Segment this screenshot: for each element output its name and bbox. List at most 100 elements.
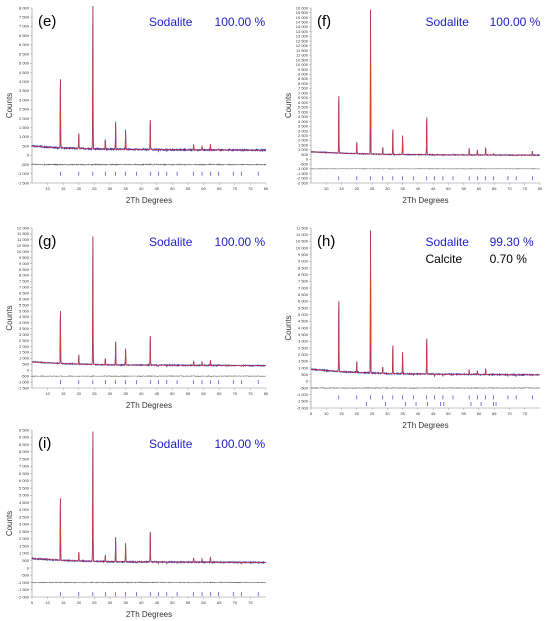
y-tick-label: 5 500 [19, 51, 30, 56]
y-tick-label: -500 [21, 162, 30, 167]
x-tick-label: 10 [45, 600, 50, 605]
phase-name: Sodalite [426, 15, 470, 29]
x-tick-label: 30 [108, 391, 113, 396]
x-tick-label: 20 [77, 600, 82, 605]
y-tick-label: 7 500 [298, 86, 309, 91]
y-tick-label: 12 500 [296, 38, 309, 43]
y-tick-label: 8 000 [298, 272, 309, 277]
y-tick-label: 0 [306, 157, 309, 162]
y-axis-label: Counts [5, 511, 14, 536]
y-tick-label: 3 000 [19, 522, 30, 527]
x-tick-label: 40 [416, 411, 421, 416]
y-tick-label: 5 000 [19, 308, 30, 313]
observed-series [31, 236, 267, 368]
y-tick-label: 14 500 [296, 19, 309, 24]
y-tick-label: 3 000 [19, 97, 30, 102]
phase-name: Sodalite [149, 235, 193, 249]
x-tick-label: 55 [186, 186, 191, 191]
y-tick-label: 11 000 [296, 53, 309, 58]
y-tick-label: 7 500 [19, 456, 30, 461]
y-tick-label: 9 500 [298, 67, 309, 72]
y-tick-label: 9 000 [298, 72, 309, 77]
y-tick-label: 1 500 [298, 142, 309, 147]
y-tick-label: 7 500 [298, 279, 309, 284]
calculated-series [310, 230, 540, 378]
xrd-chart-svg: 9 500 9 000 8 500 8 000 7 500 7 000 6 500 6 000… [5, 427, 267, 619]
x-tick-label: 35 [400, 411, 405, 416]
difference-series [31, 374, 267, 378]
x-tick-label: 30 [108, 186, 113, 191]
x-tick-label: 80 [538, 186, 543, 191]
y-tick-label: -1 500 [18, 587, 30, 592]
observed-series [310, 9, 540, 157]
x-tick-label: 40 [416, 186, 421, 191]
y-tick-label: 7 500 [19, 279, 30, 284]
y-tick-label: 4 000 [19, 79, 30, 84]
y-tick-label: 13 000 [296, 34, 309, 39]
y-tick-label: 3 000 [19, 332, 30, 337]
y-tick-label: -1 000 [18, 580, 30, 585]
y-tick-label: 11 000 [17, 237, 30, 242]
y-tick-label: 9 000 [19, 435, 30, 440]
x-tick-label: 50 [170, 186, 175, 191]
x-tick-label: 20 [77, 186, 82, 191]
x-tick-label: 80 [264, 391, 269, 396]
y-tick-label: 16 000 [296, 5, 309, 10]
x-tick-label: 10 [324, 411, 329, 416]
x-tick-label: 15 [61, 391, 66, 396]
x-tick-label: 25 [92, 391, 97, 396]
y-tick-label: 3 000 [298, 128, 309, 133]
y-tick-label: 10 500 [17, 243, 30, 248]
x-tick-label: 30 [385, 411, 390, 416]
y-tick-label: 11 500 [296, 225, 309, 230]
y-tick-label: 10 500 [296, 239, 309, 244]
panel-label: (h) [317, 233, 335, 250]
y-tick-label: 1 000 [298, 147, 309, 152]
y-tick-label: -1 500 [297, 399, 309, 404]
y-tick-label: 4 000 [298, 325, 309, 330]
y-tick-label: -1 000 [18, 171, 30, 176]
x-tick-label: 60 [201, 186, 206, 191]
y-tick-label: 6 000 [19, 42, 30, 47]
y-tick-label: 7 000 [19, 24, 30, 29]
y-tick-label: 5 000 [19, 493, 30, 498]
x-tick-label: 15 [61, 600, 66, 605]
x-tick-label: 50 [446, 186, 451, 191]
y-tick-label: 8 000 [19, 273, 30, 278]
y-tick-label: 8 500 [19, 267, 30, 272]
x-tick-label: 35 [123, 391, 128, 396]
y-tick-label: -1 500 [18, 180, 30, 185]
y-tick-label: 3 500 [19, 88, 30, 93]
y-tick-label: 3 500 [19, 514, 30, 519]
y-tick-label: 1 000 [19, 551, 30, 556]
difference-series [310, 167, 541, 171]
y-axis-label: Counts [5, 305, 14, 330]
y-tick-label: 8 000 [19, 449, 30, 454]
y-tick-label: 500 [22, 558, 29, 563]
x-tick-label: 20 [355, 411, 360, 416]
x-tick-label: 65 [217, 186, 222, 191]
x-tick-label: 60 [477, 186, 482, 191]
xrd-chart-svg: 8 000 7 500 7 000 6 500 6 000 5 500 5 000 4 500… [5, 5, 269, 205]
y-tick-label: 6 500 [298, 292, 309, 297]
y-tick-label: 10 000 [296, 245, 309, 250]
x-tick-label: 75 [523, 186, 528, 191]
y-tick-label: 4 500 [19, 70, 30, 75]
calculated-series [31, 431, 266, 565]
panel-label: (e) [38, 13, 56, 30]
y-tick-label: 9 500 [298, 252, 309, 257]
y-tick-label: 7 500 [19, 15, 30, 20]
y-tick-label: 12 000 [17, 225, 30, 230]
x-axis-label: 2Th Degrees [402, 196, 448, 205]
x-tick-label: 75 [248, 391, 253, 396]
x-axis-label: 2Th Degrees [126, 401, 172, 410]
x-tick-label: 50 [170, 600, 175, 605]
y-tick-label: 15 000 [296, 15, 309, 20]
difference-series [310, 386, 541, 390]
x-axis-label: 2Th Degrees [402, 421, 448, 430]
xrd-panel: 16 000 15 500 15 000 14 500 14 000 13 500 13 0… [283, 2, 548, 207]
y-tick-label: -500 [300, 161, 309, 166]
phase-name: Sodalite [426, 235, 470, 249]
calculated-series [310, 9, 540, 157]
y-tick-label: 2 000 [19, 344, 30, 349]
